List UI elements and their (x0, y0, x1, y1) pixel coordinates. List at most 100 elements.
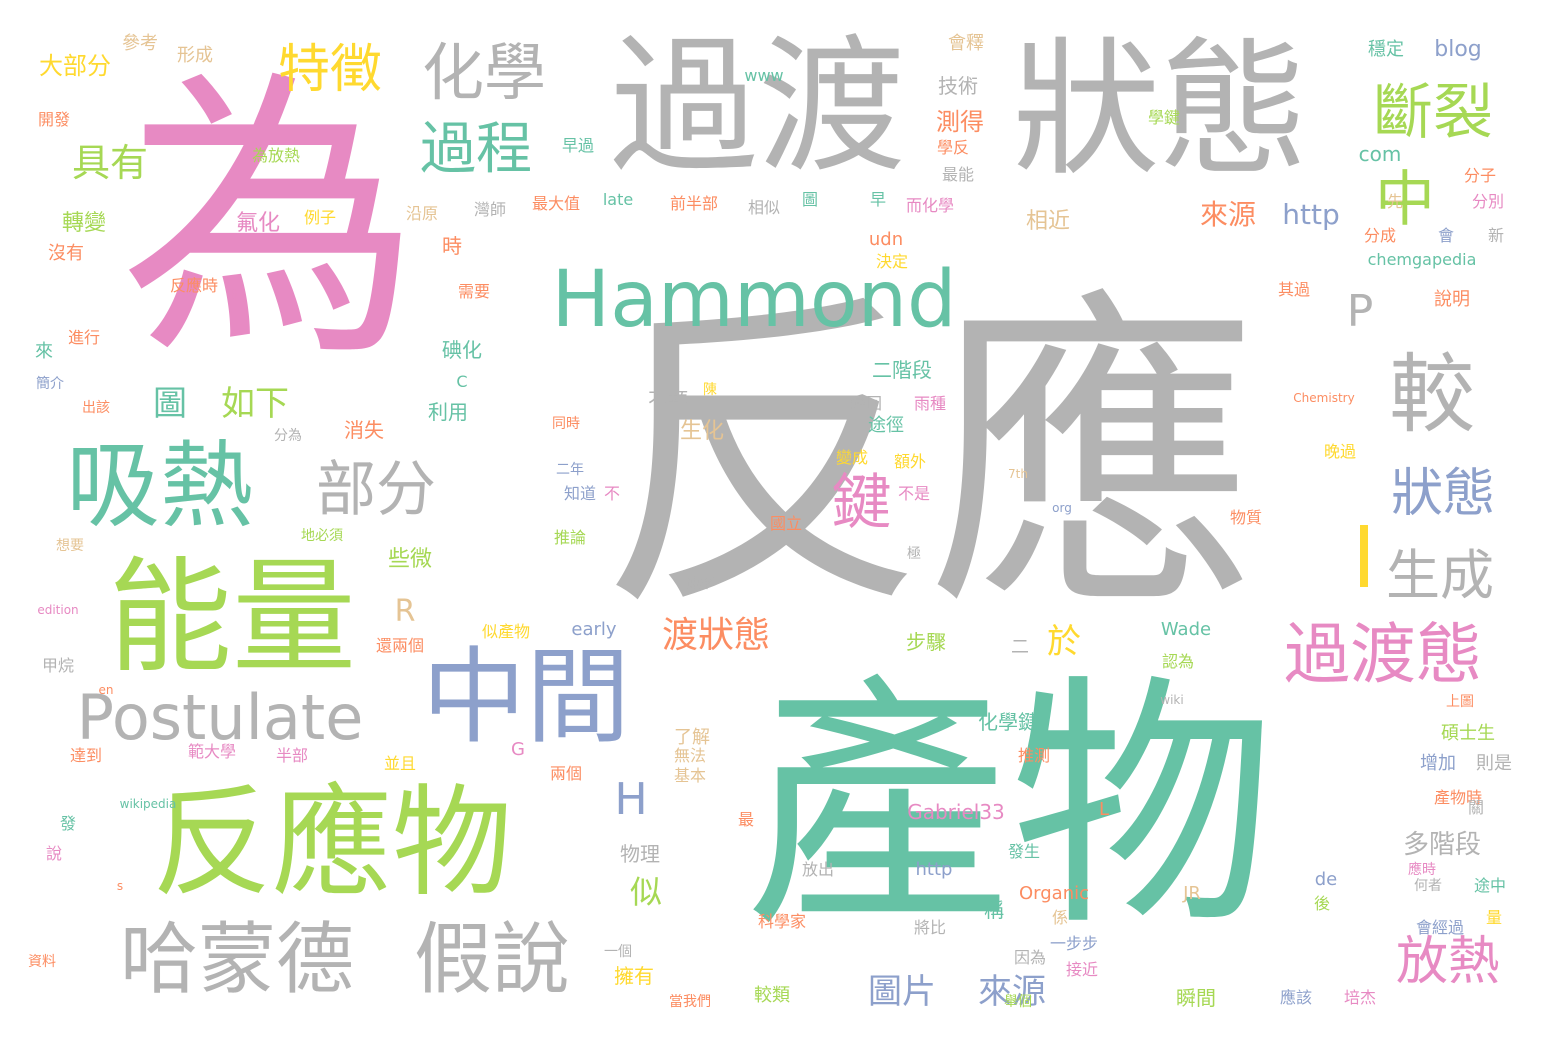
word: 會經過 (1415, 918, 1465, 937)
word: P (1346, 286, 1374, 337)
word: 狀態 (1012, 24, 1308, 196)
word: 最 (737, 810, 755, 829)
word: 產物 (745, 653, 1275, 962)
word: 大部分 (39, 52, 111, 80)
word: 決定 (875, 252, 909, 271)
word: 後 (1313, 894, 1331, 913)
word: 參考 (122, 33, 158, 54)
word: 似產物 (481, 622, 531, 641)
word: 甲烷 (41, 656, 75, 675)
word: 基本 (673, 766, 707, 785)
word: 推測 (1017, 746, 1051, 765)
word: 會 (1437, 226, 1455, 245)
word: Postulate (76, 681, 364, 754)
word: 瞬間 (1176, 986, 1216, 1010)
word: 接近 (1065, 960, 1099, 979)
accent-bar (1360, 525, 1368, 587)
word: 因為 (1013, 948, 1047, 967)
word: 變成 (835, 448, 869, 467)
word: 化學 (421, 36, 547, 109)
word: 國立 (769, 514, 803, 533)
word: 推論 (553, 528, 587, 547)
word: http (1282, 198, 1340, 231)
word: 中 (1375, 165, 1435, 235)
word: 技術 (938, 74, 978, 98)
word: 分為 (274, 428, 302, 444)
word: 步驟 (906, 630, 946, 654)
word: 沿原 (405, 204, 439, 223)
word: late (602, 190, 634, 209)
word: R (394, 594, 416, 629)
word: 發生 (1007, 842, 1041, 861)
word: G (511, 739, 525, 760)
word: early (571, 619, 617, 640)
word: 產物時 (1433, 788, 1483, 807)
word: 一個 (604, 944, 632, 960)
word: 穩定 (1368, 39, 1404, 60)
word: 圖 (153, 384, 187, 424)
word: 多階段 (1402, 830, 1482, 860)
word: 狀態 (1390, 464, 1496, 524)
word: 晚過 (1323, 442, 1357, 461)
word: 說明 (1434, 289, 1470, 310)
word: 7th (1008, 467, 1028, 481)
word: 先 (1386, 192, 1404, 211)
word: 測得 (936, 108, 984, 136)
word: org (1052, 501, 1072, 515)
word: 當我們 (669, 994, 711, 1010)
word: 了解 (674, 727, 710, 748)
word: 早 (869, 190, 887, 209)
word: 說 (45, 844, 63, 863)
word: 關 (1467, 798, 1485, 817)
word: JR (1183, 883, 1201, 904)
word: 灣師 (473, 200, 507, 219)
word: 轉變 (61, 211, 107, 236)
word: www (744, 66, 784, 85)
word: 達到 (69, 746, 103, 765)
word: 二 (1011, 637, 1029, 658)
word: 應時 (1408, 862, 1436, 878)
word: 想要 (56, 538, 84, 554)
word: 簡介 (36, 376, 64, 392)
word: 途中 (1473, 876, 1507, 895)
word: 學鍵 (1147, 108, 1181, 127)
word: udn (868, 229, 904, 250)
word: blog (1434, 37, 1482, 62)
word: Organic (1018, 883, 1090, 904)
word: com (1358, 142, 1402, 166)
word: 係 (1051, 908, 1069, 927)
word: 一步步 (1049, 934, 1099, 953)
word: 半部 (275, 746, 309, 765)
word: 開發 (37, 110, 71, 129)
word: 最能 (941, 165, 975, 184)
word: 還兩個 (375, 636, 425, 655)
word: 假說 (413, 915, 571, 1005)
word: 斷裂 (1373, 78, 1493, 148)
word: 認為 (1161, 652, 1195, 671)
word: 鍵 (821, 470, 891, 530)
word: 消失 (344, 418, 384, 442)
word: 似 (629, 873, 663, 911)
word: 具有 (71, 141, 149, 185)
word: 氟化 (235, 211, 281, 236)
word: 碩士生 (1441, 723, 1495, 744)
word: 形成 (177, 45, 213, 66)
word: 過程 (420, 117, 532, 182)
word: 知道 (563, 484, 597, 503)
word: Wade (1160, 619, 1212, 640)
word: 並且 (383, 754, 417, 773)
word: 圖 (801, 190, 819, 209)
word: 何者 (1414, 878, 1442, 894)
word: 將比 (913, 918, 947, 937)
word: 反應物 (152, 774, 512, 913)
word: 較 (1389, 345, 1475, 445)
word: 物理 (620, 842, 660, 866)
word: L (1098, 799, 1110, 820)
word: 為放熱 (251, 146, 301, 165)
word: 沒有 (48, 243, 84, 264)
word: de (1314, 869, 1338, 890)
word: 為 (120, 47, 420, 396)
word: 稱 (984, 898, 1004, 922)
word: 分別 (1471, 192, 1505, 211)
